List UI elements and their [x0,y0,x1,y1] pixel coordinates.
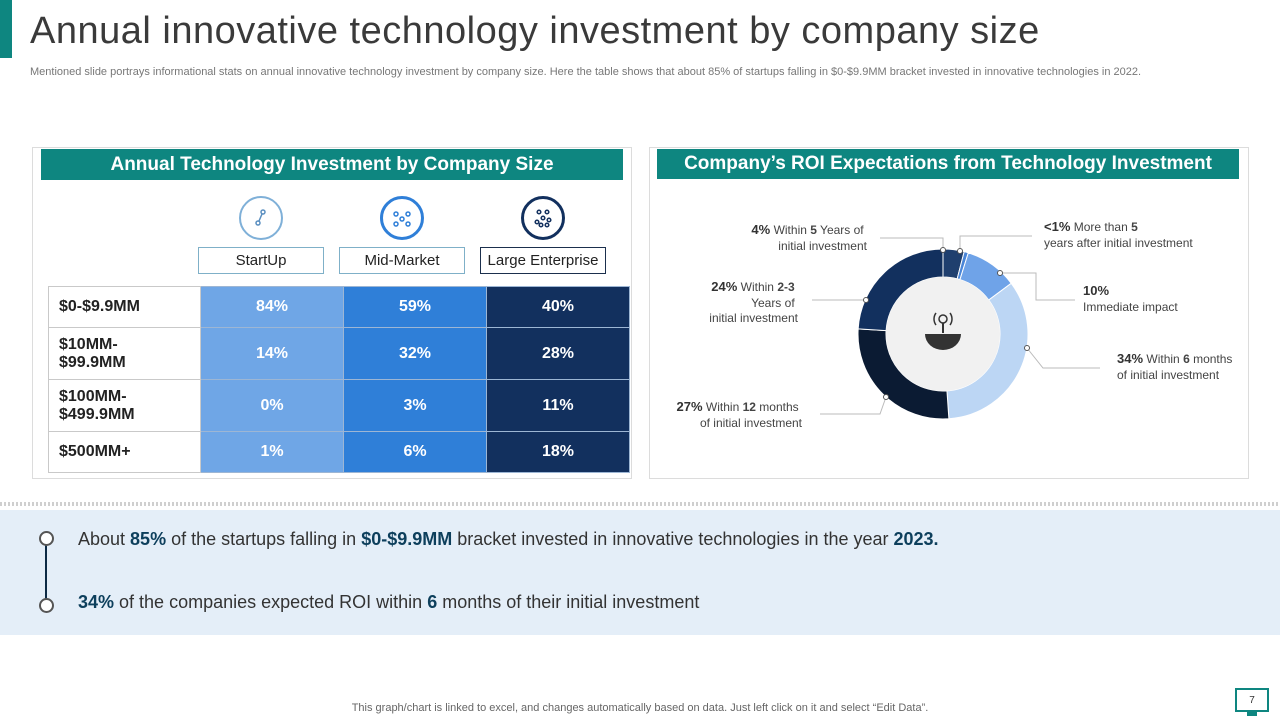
row-label: $10MM- $99.9MM [48,327,201,380]
timeline-dot [39,531,54,546]
title-accent-bar [0,0,12,58]
takeaway-text: About 85% of the startups falling in $0-… [78,529,939,550]
large-enterprise-icon [521,196,565,240]
table-cell: 84% [200,286,344,328]
row-label: $0-$9.9MM [48,286,201,328]
takeaway-highlight: 2023. [893,529,939,549]
row-label-line: $100MM- [59,387,127,405]
leader-dots [863,247,1030,400]
table-cell: 28% [486,327,630,380]
table-row: $10MM- $99.9MM 14% 32% 28% [48,327,630,380]
satellite-dish-icon [925,312,961,350]
roi-label-lt1pct: <1% More than 5 years after initial inve… [1044,219,1193,250]
table-cell: 6% [343,431,487,473]
table-cell: 32% [343,327,487,380]
takeaways-band [0,510,1280,635]
takeaway-highlight: 6 [427,592,438,612]
row-label: $500MM+ [48,431,201,473]
takeaway-highlight: 34% [78,592,115,612]
table-row: $500MM+ 1% 6% 18% [48,431,630,473]
timeline-connector [45,545,47,605]
takeaway-segment: months of their initial investment [437,592,700,612]
roi-label-34pct: 34% Within 6 months of initial investmen… [1117,351,1236,382]
takeaway-text: 34% of the companies expected ROI within… [78,592,699,613]
table-panel-heading: Annual Technology Investment by Company … [41,149,623,180]
table-cell: 18% [486,431,630,473]
slide-subtitle: Mentioned slide portrays informational s… [30,66,1142,78]
column-label-startup: StartUp [198,247,324,274]
investment-table-panel: Annual Technology Investment by Company … [32,147,632,479]
roi-label-24pct: 24% Within 2-3 Years of initial investme… [709,279,798,325]
table-cell: 59% [343,286,487,328]
page-number: 7 [1235,688,1269,716]
takeaway-highlight: $0-$9.9MM [361,529,453,549]
footer-note: This graph/chart is linked to excel, and… [351,702,929,714]
row-label-line: $0-$9.9MM [59,298,140,315]
table-cell: 14% [200,327,344,380]
takeaway-highlight: 85% [130,529,167,549]
table-row: $0-$9.9MM 84% 59% 40% [48,286,630,328]
takeaway-segment: of the companies expected ROI within [114,592,428,612]
investment-table: $0-$9.9MM 84% 59% 40% $10MM- $99.9MM 14% … [48,286,630,473]
row-label-line: $499.9MM [59,405,135,423]
startup-icon [239,196,283,240]
table-cell: 11% [486,379,630,432]
table-cell: 1% [200,431,344,473]
column-label-mid-market: Mid-Market [339,247,465,274]
takeaway-segment: About [78,529,131,549]
table-cell: 40% [486,286,630,328]
timeline-dot [39,598,54,613]
row-label-line: $500MM+ [59,443,131,460]
leader-lines [812,235,1100,415]
takeaway-segment: bracket invested in innovative technolog… [452,529,894,549]
takeaway-segment: of the startups falling in [166,529,362,549]
slide-title: Annual innovative technology investment … [30,10,1040,52]
roi-label-27pct: 27% Within 12 months of initial investme… [677,399,803,430]
row-label-line: $99.9MM [59,353,126,371]
section-divider [0,502,1280,506]
roi-label-4pct: 4% Within 5 Years of initial investment [751,222,867,253]
column-label-large-enterprise: Large Enterprise [480,247,606,274]
mid-market-icon [380,196,424,240]
row-label-line: $10MM- [59,335,118,353]
table-cell: 0% [200,379,344,432]
roi-label-10pct: 10% Immediate impact [1083,283,1178,314]
roi-panel-heading: Company’s ROI Expectations from Technolo… [657,149,1239,179]
